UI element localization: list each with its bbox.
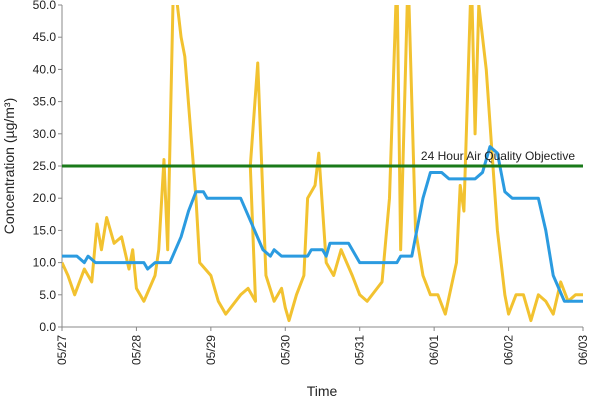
y-tick-label: 45.0 <box>33 30 57 44</box>
x-tick-label: 05/27 <box>55 335 69 365</box>
y-tick-label: 0.0 <box>39 320 56 334</box>
y-tick-label: 40.0 <box>33 62 57 76</box>
y-axis-label: Concentration (µg/m³) <box>1 98 17 234</box>
y-tick-label: 30.0 <box>33 127 57 141</box>
y-tick-label: 10.0 <box>33 256 57 270</box>
x-tick-label: 05/30 <box>278 335 292 365</box>
y-tick-label: 15.0 <box>33 223 57 237</box>
x-axis-label: Time <box>307 383 338 399</box>
y-tick-label: 50.0 <box>33 0 57 12</box>
x-tick-label: 05/28 <box>129 335 143 365</box>
x-tick-label: 05/31 <box>353 335 367 365</box>
x-tick-label: 06/01 <box>427 335 441 365</box>
x-tick-label: 06/03 <box>576 335 590 365</box>
data-line <box>62 5 583 323</box>
y-tick-label: 20.0 <box>33 191 57 205</box>
y-tick-label: 5.0 <box>39 288 56 302</box>
y-tick-label: 25.0 <box>33 159 57 173</box>
y-tick-label: 35.0 <box>33 95 57 109</box>
data-line <box>62 145 583 303</box>
x-tick-label: 05/29 <box>204 335 218 365</box>
reference-label: 24 Hour Air Quality Objective <box>421 149 575 163</box>
x-tick-label: 06/02 <box>502 335 516 365</box>
